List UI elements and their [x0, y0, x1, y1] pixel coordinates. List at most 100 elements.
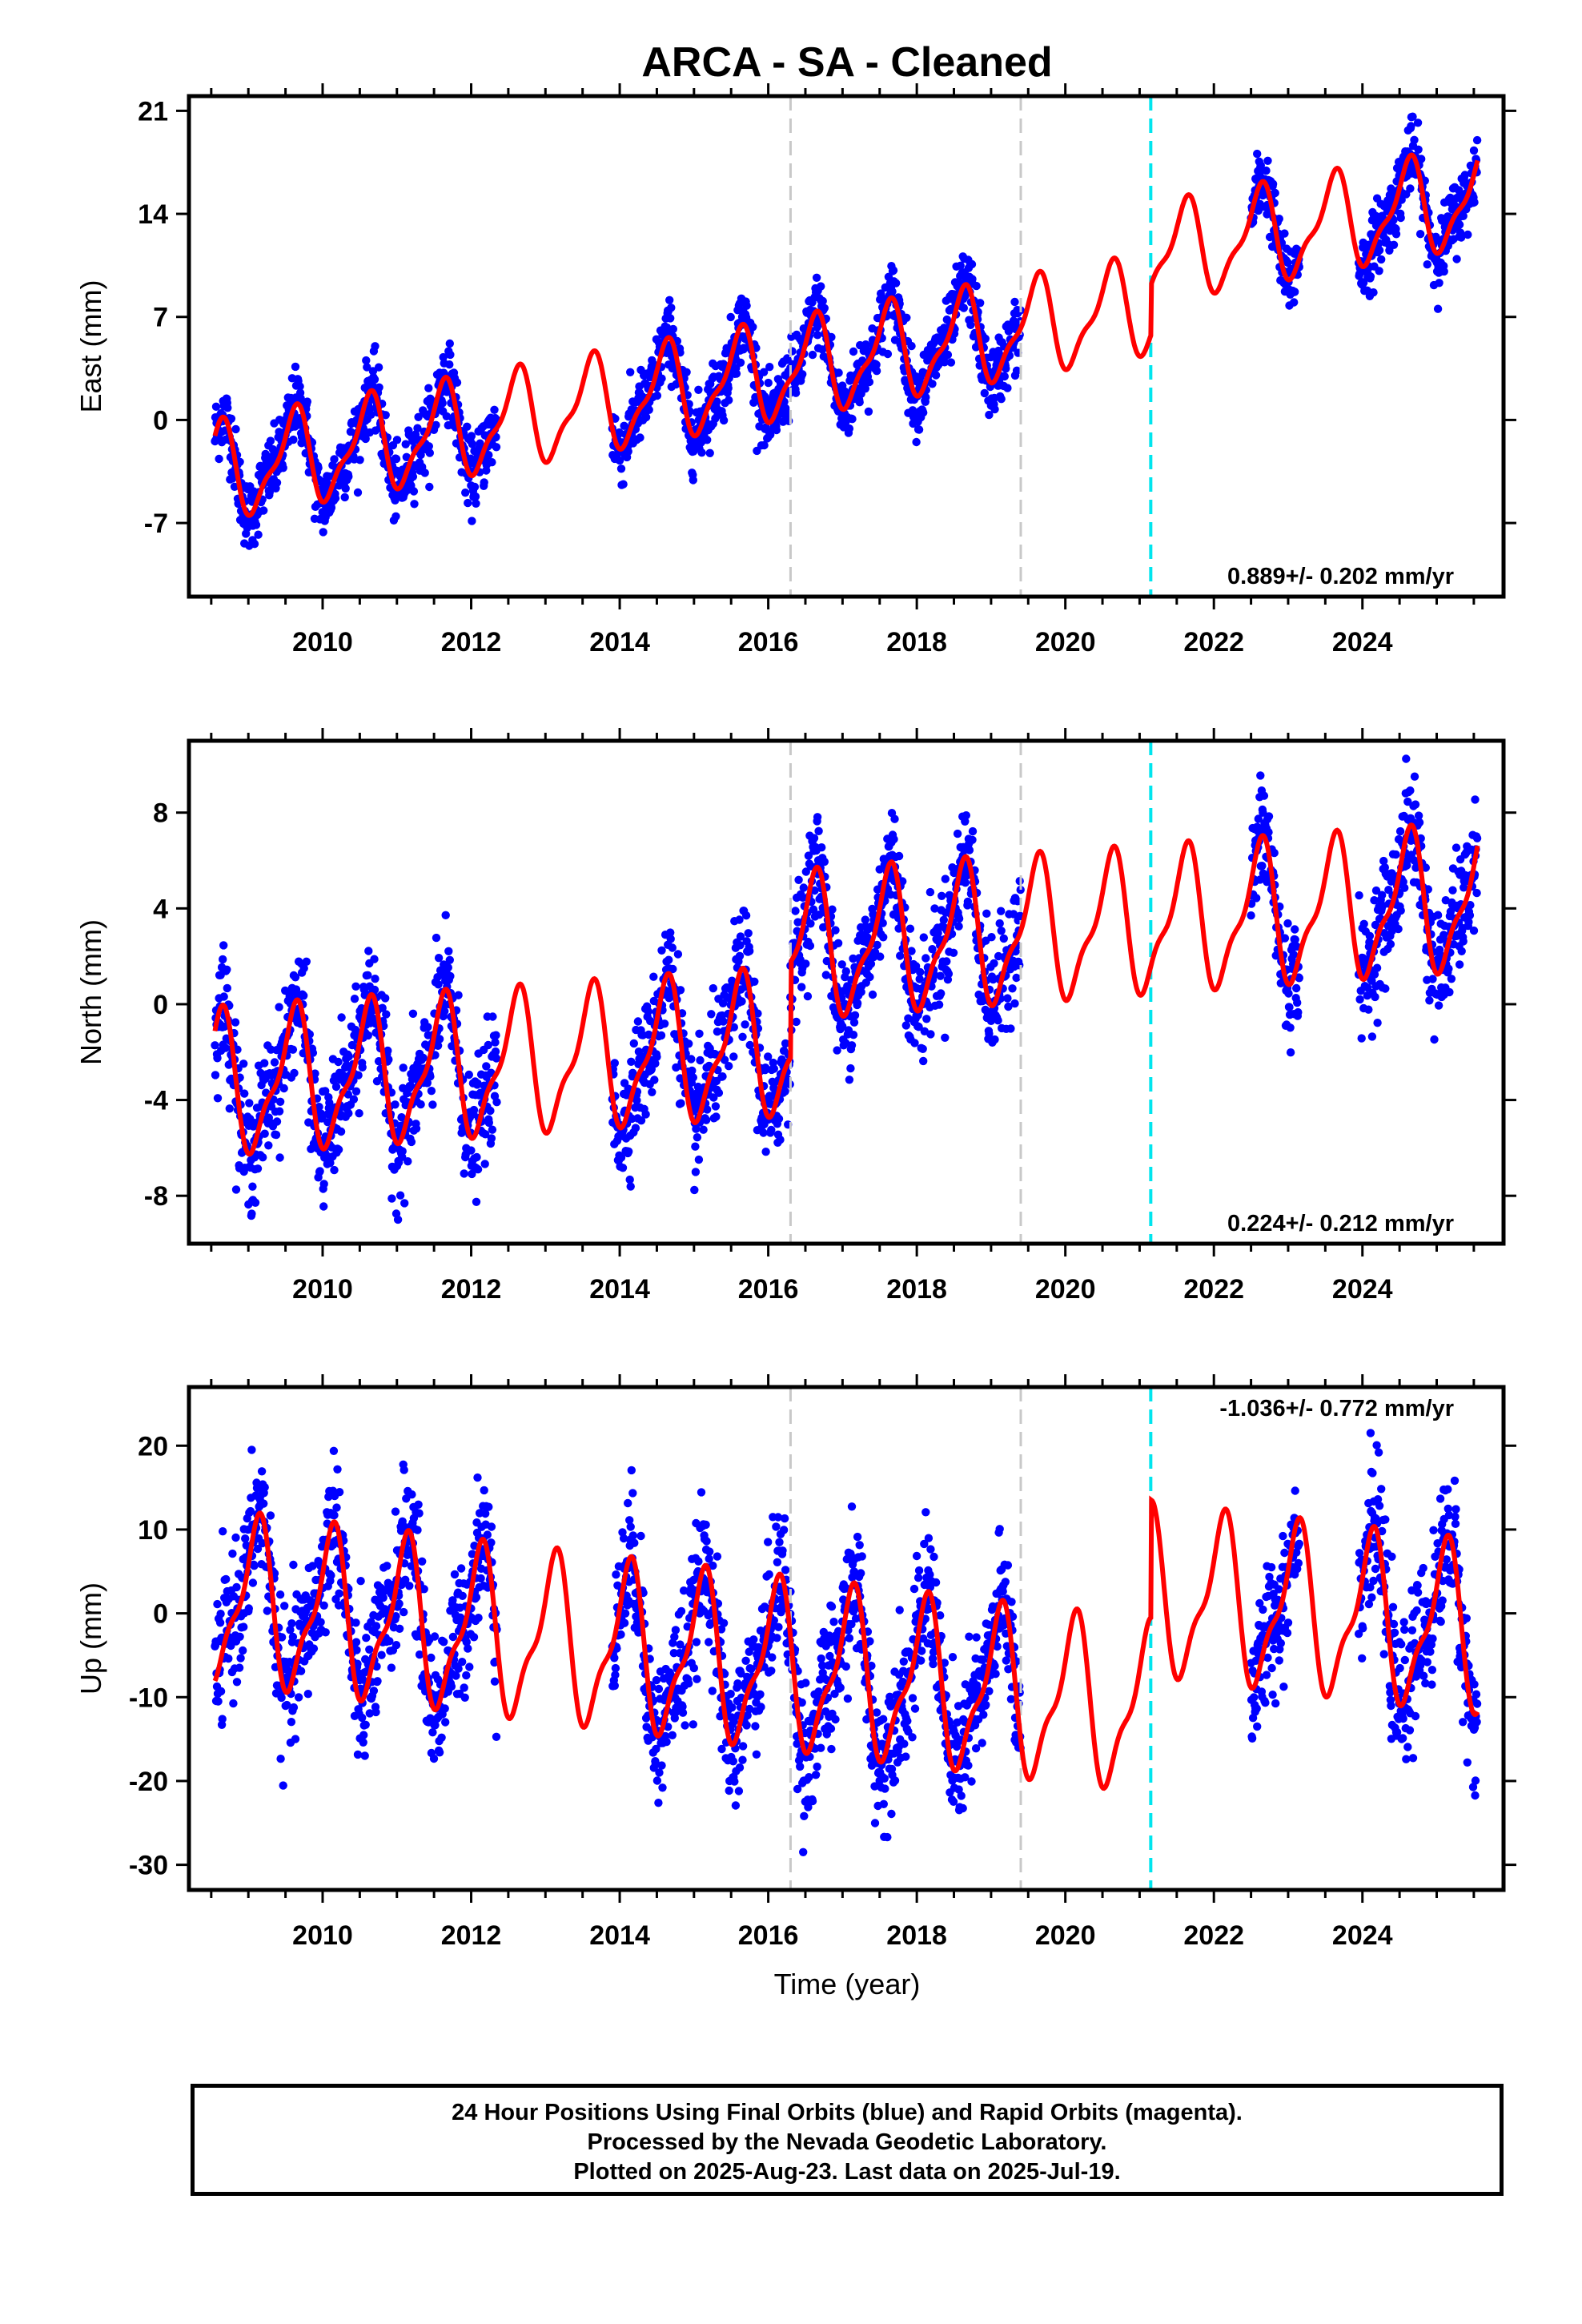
data-point: [1464, 230, 1472, 239]
data-point: [994, 1016, 1002, 1025]
data-point: [749, 323, 757, 332]
data-point: [1264, 812, 1274, 821]
data-point: [894, 851, 904, 861]
data-point: [919, 1056, 928, 1066]
data-point: [405, 1582, 414, 1590]
data-point: [636, 433, 644, 442]
data-point: [363, 1031, 372, 1040]
data-point: [699, 1125, 708, 1134]
data-point: [1380, 863, 1390, 872]
data-point: [472, 1197, 481, 1207]
data-point: [1010, 999, 1019, 1008]
data-point: [1294, 1007, 1303, 1017]
data-point: [1008, 984, 1017, 993]
data-point: [1012, 366, 1022, 375]
y-tick-label: -4: [144, 1086, 168, 1116]
data-point: [228, 474, 237, 483]
data-point: [921, 392, 930, 402]
data-point: [370, 985, 379, 995]
data-point: [472, 499, 480, 508]
data-point: [861, 384, 870, 393]
data-point: [797, 983, 806, 991]
data-point: [213, 1094, 223, 1103]
data-point: [901, 1021, 911, 1030]
data-point: [363, 971, 372, 980]
data-point: [1433, 304, 1443, 313]
data-point: [872, 367, 881, 376]
data-point: [805, 941, 815, 951]
data-point: [219, 941, 228, 950]
data-point: [1452, 843, 1461, 852]
data-point: [1365, 931, 1375, 941]
data-point: [827, 332, 836, 342]
data-point: [440, 1704, 449, 1713]
data-point: [938, 891, 946, 901]
data-point: [247, 1209, 256, 1218]
data-point: [677, 1099, 685, 1108]
data-point: [817, 843, 826, 852]
data-point: [788, 347, 797, 356]
data-point: [644, 1030, 653, 1039]
y-tick-label: 14: [138, 199, 168, 230]
data-point: [440, 1638, 448, 1647]
data-point: [910, 1039, 919, 1047]
data-point: [275, 1153, 284, 1162]
data-point: [315, 1167, 324, 1176]
data-point: [818, 296, 827, 306]
data-point: [703, 1105, 712, 1114]
data-point: [275, 1590, 285, 1599]
data-point: [334, 1145, 343, 1154]
data-point: [1471, 795, 1480, 804]
data-point: [781, 1039, 790, 1048]
data-point: [343, 1090, 352, 1099]
data-point: [1280, 229, 1289, 238]
data-point: [1254, 814, 1263, 823]
data-point: [890, 814, 899, 823]
data-point: [959, 304, 969, 312]
data-point: [669, 964, 677, 974]
data-point: [972, 281, 981, 291]
data-point: [337, 1013, 346, 1022]
data-point: [353, 488, 363, 497]
x-tick-label: 2014: [589, 627, 650, 657]
data-point: [626, 368, 635, 376]
data-point: [861, 915, 870, 924]
data-point: [1280, 934, 1290, 943]
data-point: [707, 1010, 716, 1019]
data-point: [692, 1124, 701, 1133]
data-point: [1002, 364, 1010, 373]
data-point: [889, 834, 898, 844]
data-point: [1016, 885, 1025, 895]
data-point: [1386, 939, 1395, 949]
panel-frame: [187, 738, 1506, 1246]
data-point: [392, 436, 402, 444]
data-point: [259, 506, 268, 515]
data-point: [1431, 232, 1440, 241]
data-point: [279, 1084, 288, 1093]
data-point: [1391, 850, 1400, 859]
data-point: [391, 1612, 400, 1621]
data-point: [914, 425, 924, 434]
data-point: [1355, 891, 1363, 900]
data-point: [902, 313, 911, 322]
data-point: [968, 835, 977, 845]
data-point: [831, 926, 840, 935]
data-point: [379, 1593, 387, 1602]
data-point: [668, 943, 677, 952]
data-point: [1472, 834, 1482, 842]
data-point: [781, 1087, 789, 1096]
y-tick-label: -7: [144, 509, 168, 539]
data-point: [879, 933, 888, 942]
data-point: [391, 1100, 400, 1109]
data-point: [488, 1012, 497, 1021]
data-point: [369, 1687, 379, 1695]
data-point: [931, 371, 941, 380]
data-point: [1256, 161, 1266, 170]
x-tick-label: 2020: [1035, 627, 1096, 657]
data-point: [289, 435, 298, 444]
data-point: [259, 1499, 268, 1508]
data-points: [211, 1429, 1482, 1856]
data-point: [691, 1142, 700, 1151]
data-point: [330, 455, 339, 464]
data-point: [849, 954, 857, 963]
